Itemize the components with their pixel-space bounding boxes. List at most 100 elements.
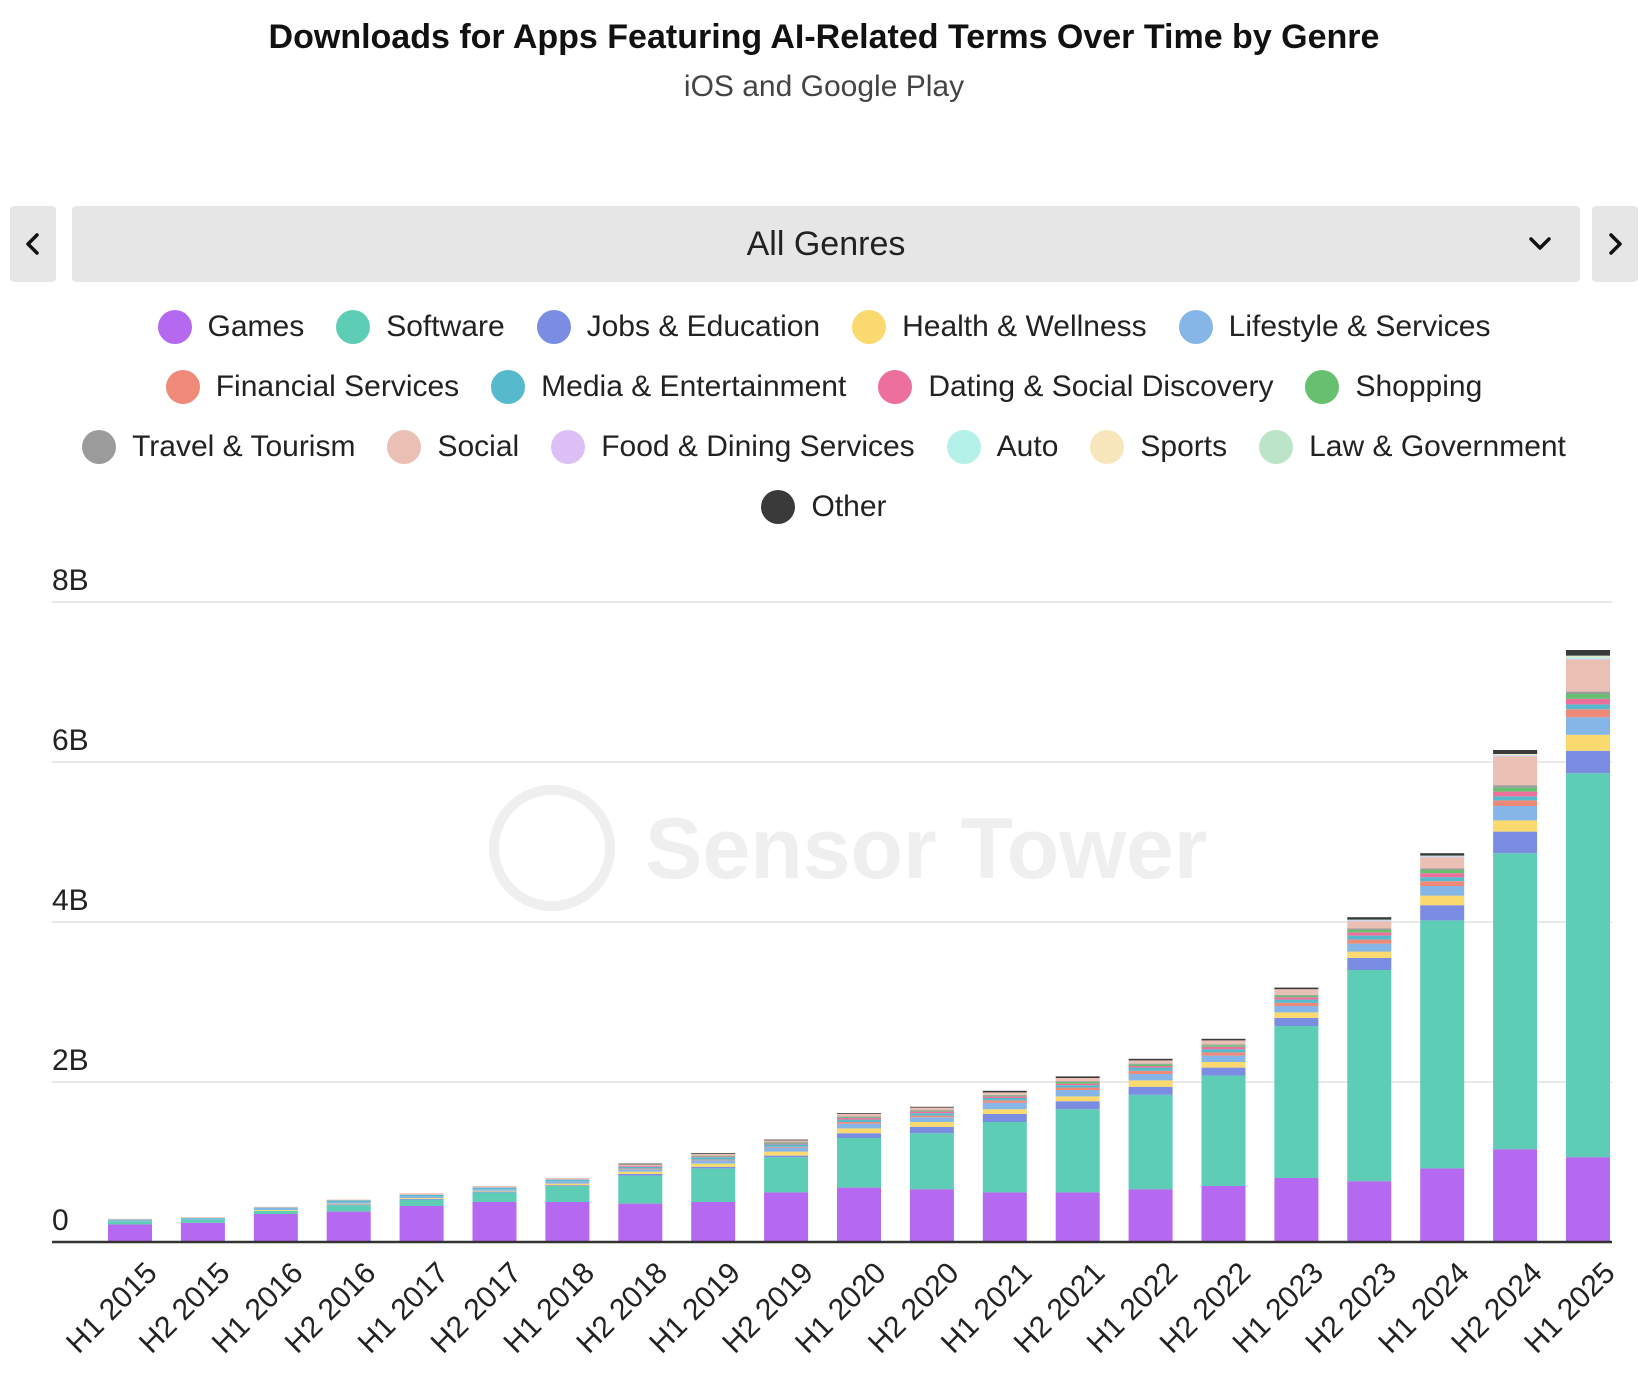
bar-segment[interactable] [545,1202,590,1242]
bar-segment[interactable] [1347,932,1392,936]
bar-segment[interactable] [1274,989,1319,995]
bar-segment[interactable] [180,1222,225,1242]
bar-segment[interactable] [108,1224,152,1242]
bar-segment[interactable] [764,1142,809,1143]
bar-segment[interactable] [472,1189,517,1191]
bar-segment[interactable] [837,1114,881,1117]
bar-segment[interactable] [764,1143,809,1145]
bar-segment[interactable] [982,1098,1027,1101]
bar-segment[interactable] [982,1092,1027,1095]
bar-segment[interactable] [545,1186,590,1202]
previous-genre-button[interactable] [10,206,56,282]
bar-segment[interactable] [618,1169,663,1172]
bar-segment[interactable] [1566,691,1610,694]
legend-item[interactable]: Dating & Social Discovery [878,362,1273,412]
bar-segment[interactable] [1566,717,1610,735]
bar-segment[interactable] [1493,820,1538,832]
bar-segment[interactable] [1128,1080,1173,1087]
bar-segment[interactable] [326,1205,371,1212]
bar-segment[interactable] [1128,1063,1173,1065]
bar-segment[interactable] [326,1202,371,1204]
bar-segment[interactable] [399,1198,444,1199]
bar-segment[interactable] [1274,1178,1319,1242]
bar-segment[interactable] [1347,930,1392,933]
bar-segment[interactable] [618,1171,663,1174]
bar-segment[interactable] [1055,1083,1100,1086]
bar-segment[interactable] [691,1154,736,1156]
bar-segment[interactable] [909,1122,954,1127]
bar-segment[interactable] [837,1119,881,1122]
bar-segment[interactable] [1493,806,1538,821]
legend-item[interactable]: Law & Government [1259,422,1566,472]
bar-segment[interactable] [180,1217,225,1218]
legend-item[interactable]: Lifestyle & Services [1178,302,1490,352]
bar-segment[interactable] [253,1206,298,1208]
bar-segment[interactable] [1420,905,1465,921]
bar-segment[interactable] [1128,1086,1173,1095]
bar-segment[interactable] [1566,658,1610,660]
bar-segment[interactable] [691,1166,736,1169]
bar-segment[interactable] [1493,796,1538,801]
bar-segment[interactable] [909,1133,954,1190]
bar-segment[interactable] [1566,704,1610,710]
bar-segment[interactable] [472,1187,517,1190]
bar-segment[interactable] [472,1186,517,1188]
bar-segment[interactable] [1055,1082,1100,1084]
legend-item[interactable]: Sports [1090,422,1227,472]
bar-segment[interactable] [1347,958,1392,970]
bar-segment[interactable] [691,1159,736,1161]
bar-segment[interactable] [691,1155,736,1157]
bar-segment[interactable] [1566,734,1610,751]
legend-item[interactable]: Food & Dining Services [551,422,915,472]
bar-segment[interactable] [618,1166,663,1167]
bar-segment[interactable] [1566,659,1610,692]
bar-segment[interactable] [1347,919,1392,921]
bar-segment[interactable] [1128,1189,1173,1242]
bar-segment[interactable] [1201,1045,1246,1047]
bar-segment[interactable] [1566,709,1610,718]
bar-segment[interactable] [1055,1090,1100,1097]
bar-segment[interactable] [1128,1058,1173,1061]
bar-segment[interactable] [1201,1049,1246,1053]
bar-segment[interactable] [545,1179,590,1182]
bar-segment[interactable] [1493,791,1538,797]
bar-segment[interactable] [691,1163,736,1167]
bar-segment[interactable] [1420,873,1465,878]
bar-segment[interactable] [1055,1109,1100,1193]
bar-segment[interactable] [982,1096,1027,1098]
bar-segment[interactable] [1274,997,1319,1000]
bar-segment[interactable] [180,1218,225,1220]
bar-segment[interactable] [1274,995,1319,998]
bar-segment[interactable] [1493,787,1538,792]
bar-segment[interactable] [1493,1149,1538,1242]
bar-segment[interactable] [1055,1192,1100,1242]
bar-segment[interactable] [982,1192,1027,1242]
legend-item[interactable]: Other [761,482,887,532]
bar-segment[interactable] [1420,868,1465,870]
bar-segment[interactable] [1493,754,1538,755]
bar-segment[interactable] [1493,800,1538,806]
bar-segment[interactable] [1274,1006,1319,1013]
bar-segment[interactable] [108,1219,152,1221]
bar-segment[interactable] [326,1199,371,1201]
bar-segment[interactable] [326,1203,371,1205]
bar-segment[interactable] [837,1187,881,1242]
bar-segment[interactable] [837,1118,881,1120]
bar-segment[interactable] [909,1113,954,1116]
bar-segment[interactable] [1420,881,1465,886]
bar-segment[interactable] [691,1153,736,1154]
legend-item[interactable]: Travel & Tourism [82,422,355,472]
bar-segment[interactable] [909,1115,954,1118]
bar-segment[interactable] [618,1166,663,1169]
bar-segment[interactable] [837,1113,881,1114]
bar-segment[interactable] [1420,853,1465,856]
legend-item[interactable]: Social [387,422,519,472]
bar-segment[interactable] [764,1139,809,1141]
bar-segment[interactable] [1201,1040,1246,1045]
bar-segment[interactable] [253,1208,298,1210]
bar-segment[interactable] [764,1157,809,1193]
bar-segment[interactable] [837,1117,881,1118]
bar-segment[interactable] [399,1196,444,1198]
bar-segment[interactable] [1128,1067,1173,1071]
legend-item[interactable]: Games [157,302,304,352]
